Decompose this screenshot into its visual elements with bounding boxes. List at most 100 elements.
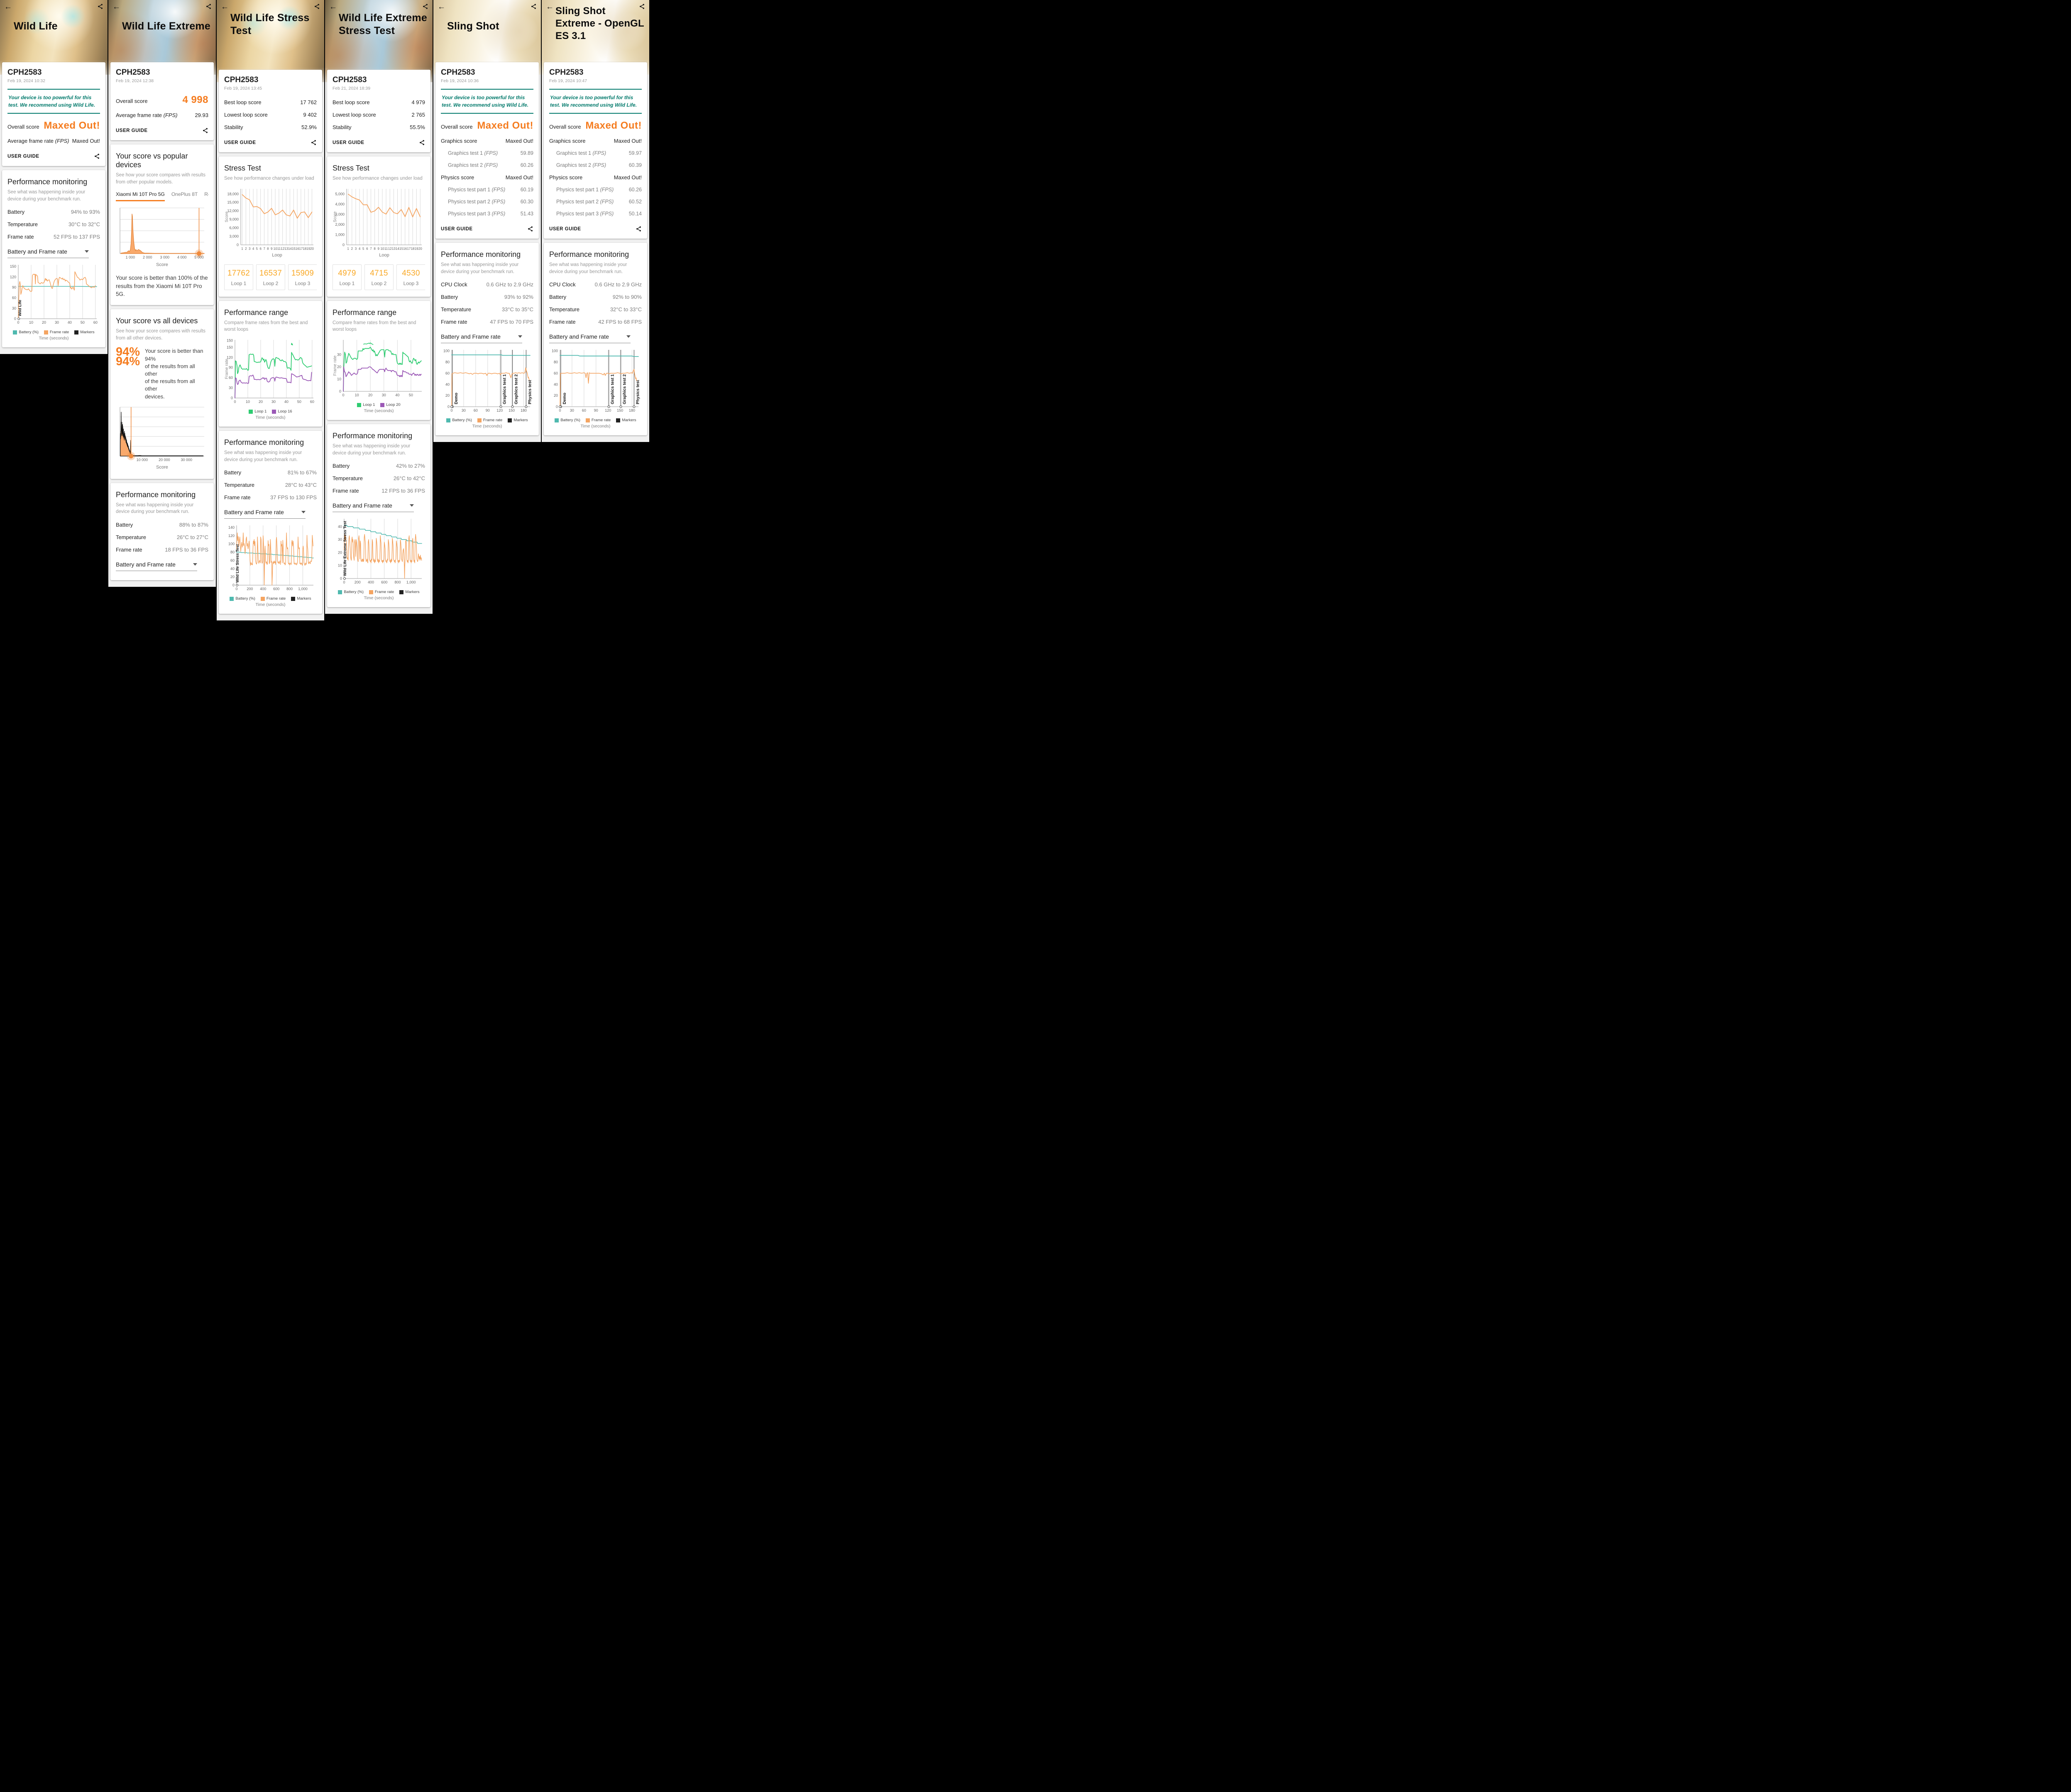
svg-text:30: 30 — [570, 408, 574, 413]
svg-text:19: 19 — [306, 247, 310, 251]
page-title: Wild Life Extreme Stress Test — [339, 12, 427, 37]
svg-text:150: 150 — [617, 408, 623, 413]
user-guide-link[interactable]: USER GUIDE — [333, 140, 364, 145]
svg-text:0: 0 — [14, 317, 16, 321]
back-arrow-icon[interactable]: ← — [546, 2, 554, 11]
performance-range-chart: 0 10 20 30 40 50 60 0 30 60 90 120 150 150 Frame rate — [224, 337, 317, 408]
popular-histogram: 1 000 2 000 3 000 4 000 5 000 Score — [116, 205, 208, 270]
svg-text:120: 120 — [227, 355, 233, 359]
overall-score-value: Maxed Out! — [44, 120, 100, 131]
metric-dropdown[interactable]: Battery and Frame rate — [441, 333, 523, 344]
run-date: Feb 19, 2024 12:38 — [116, 78, 154, 83]
chevron-down-icon — [626, 335, 631, 338]
result-card: CPH2583 Feb 19, 2024 10:36 Your device i… — [435, 62, 539, 239]
svg-text:5: 5 — [362, 247, 364, 251]
share-icon[interactable] — [314, 3, 320, 10]
performance-monitoring-card: Performance monitoring See what was happ… — [327, 424, 430, 608]
svg-text:30: 30 — [12, 306, 16, 310]
share-icon[interactable] — [531, 3, 537, 10]
svg-text:40: 40 — [445, 383, 450, 387]
overall-score-value: Maxed Out! — [585, 120, 642, 131]
benchmark-results-strip: ← Wild Life CPH2583 Feb 19, 2024 10:32 Y… — [0, 0, 651, 621]
svg-text:3 000: 3 000 — [160, 255, 169, 259]
svg-text:10 000: 10 000 — [137, 458, 148, 462]
user-guide-link[interactable]: USER GUIDE — [224, 140, 256, 145]
svg-text:60: 60 — [582, 408, 586, 413]
svg-text:5: 5 — [256, 247, 258, 251]
share-icon[interactable] — [205, 3, 212, 10]
loop-score-cards[interactable]: 17762 Loop 1 16537 Loop 2 15909 Loop 3 — [224, 264, 317, 290]
share-icon[interactable] — [636, 226, 642, 232]
chevron-down-icon — [518, 335, 523, 338]
back-arrow-icon[interactable]: ← — [221, 2, 229, 11]
user-guide-link[interactable]: USER GUIDE — [116, 128, 148, 133]
svg-text:150: 150 — [509, 408, 515, 413]
share-icon[interactable] — [311, 139, 317, 146]
metric-dropdown[interactable]: Battery and Frame rate — [116, 561, 198, 571]
back-arrow-icon[interactable]: ← — [4, 2, 12, 11]
share-icon[interactable] — [419, 139, 425, 146]
svg-text:120: 120 — [605, 408, 611, 413]
user-guide-link[interactable]: USER GUIDE — [549, 226, 581, 232]
svg-text:60: 60 — [445, 371, 450, 376]
run-date: Feb 19, 2024 13:45 — [224, 86, 262, 91]
svg-text:6: 6 — [366, 247, 368, 251]
svg-text:20: 20 — [230, 575, 235, 579]
user-guide-link[interactable]: USER GUIDE — [7, 154, 39, 159]
svg-text:Loop: Loop — [379, 253, 389, 258]
share-icon[interactable] — [94, 153, 100, 159]
svg-text:40: 40 — [338, 525, 342, 529]
svg-text:Graphics test 2: Graphics test 2 — [623, 374, 627, 405]
performance-monitoring-card: Performance monitoring See what was happ… — [110, 483, 214, 581]
svg-text:20: 20 — [42, 320, 46, 325]
svg-text:7: 7 — [263, 247, 265, 251]
metric-dropdown[interactable]: Battery and Frame rate — [549, 333, 631, 344]
share-icon[interactable] — [639, 3, 645, 10]
svg-text:20: 20 — [337, 365, 341, 369]
svg-text:1,000: 1,000 — [406, 580, 416, 584]
share-icon[interactable] — [422, 3, 428, 10]
share-icon[interactable] — [527, 226, 533, 232]
svg-text:4: 4 — [359, 247, 361, 251]
stress-test-card: Stress Test See how performance changes … — [327, 156, 430, 297]
tab-realme[interactable]: Realme — [204, 191, 208, 198]
svg-text:14: 14 — [288, 247, 292, 251]
svg-text:Frame rate: Frame rate — [333, 355, 337, 376]
svg-text:15: 15 — [292, 247, 296, 251]
svg-text:30: 30 — [337, 352, 341, 356]
share-icon[interactable] — [97, 3, 103, 10]
user-guide-row: USER GUIDE — [224, 139, 317, 146]
tab-xiaomi-mi-10t-pro-5g[interactable]: Xiaomi Mi 10T Pro 5G — [116, 191, 165, 202]
panel-wild-life-extreme: ← Wild Life Extreme CPH2583 Feb 19, 2024… — [108, 0, 216, 587]
svg-text:30: 30 — [55, 320, 59, 325]
svg-text:150: 150 — [227, 339, 233, 343]
svg-text:2 000: 2 000 — [143, 255, 152, 259]
user-guide-link[interactable]: USER GUIDE — [441, 226, 473, 232]
svg-text:20: 20 — [418, 247, 422, 251]
svg-text:90: 90 — [594, 408, 598, 413]
metric-dropdown[interactable]: Battery and Frame rate — [224, 509, 306, 519]
metric-dropdown[interactable]: Battery and Frame rate — [333, 502, 414, 513]
svg-text:Graphics test 1: Graphics test 1 — [611, 374, 615, 405]
svg-text:9: 9 — [271, 247, 273, 251]
result-card: CPH2583 Feb 19, 2024 10:47 Your device i… — [544, 62, 647, 239]
back-arrow-icon[interactable]: ← — [438, 2, 445, 11]
chart-legend: Battery (%) Frame rate Markers — [441, 418, 533, 422]
svg-text:800: 800 — [286, 587, 293, 591]
svg-text:180: 180 — [521, 408, 527, 413]
back-arrow-icon[interactable]: ← — [112, 2, 120, 11]
svg-text:400: 400 — [260, 587, 266, 591]
svg-text:90: 90 — [12, 286, 16, 290]
metric-dropdown[interactable]: Battery and Frame rate — [7, 248, 89, 259]
avg-frame-rate-row: Average frame rate (FPS) Maxed Out! — [7, 138, 100, 144]
share-icon[interactable] — [202, 127, 208, 134]
svg-text:60: 60 — [230, 559, 235, 563]
back-arrow-icon[interactable]: ← — [329, 2, 337, 11]
svg-text:100: 100 — [552, 349, 558, 353]
tab-oneplus-8t[interactable]: OnePlus 8T — [171, 191, 198, 198]
svg-text:8: 8 — [374, 247, 376, 251]
svg-text:40: 40 — [284, 400, 289, 404]
svg-text:20 000: 20 000 — [159, 458, 170, 462]
loop-score-card: 16537 Loop 2 — [256, 264, 285, 290]
